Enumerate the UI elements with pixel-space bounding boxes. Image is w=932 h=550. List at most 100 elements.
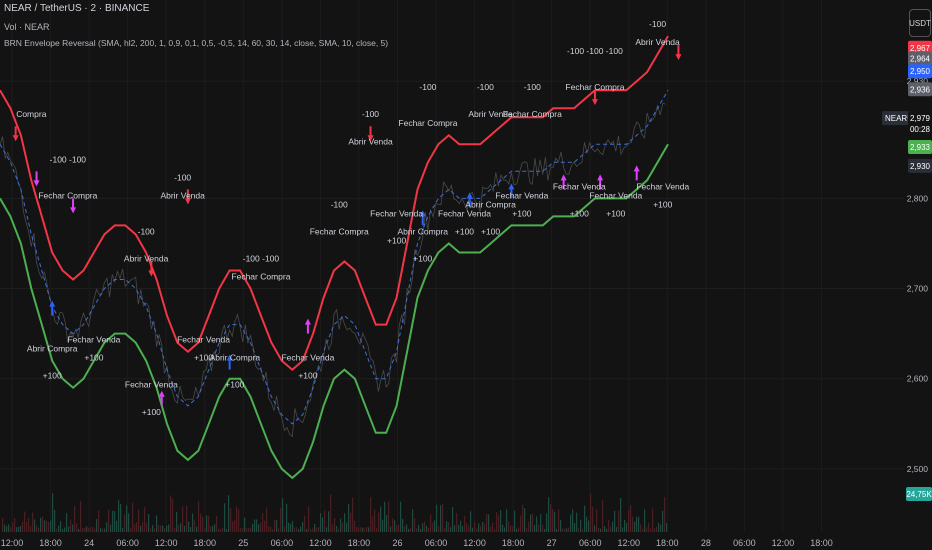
volume-bar: [476, 528, 478, 532]
volume-bar: [434, 520, 436, 532]
volume-bar: [100, 527, 102, 532]
volume-bar: [436, 504, 438, 532]
volume-bar: [456, 512, 458, 532]
x-tick-label: 18:00: [502, 538, 525, 548]
volume-bar: [454, 525, 456, 532]
volume-bar: [644, 509, 646, 532]
volume-bar: [118, 500, 120, 532]
trade-annotation: Fechar Venda: [495, 190, 548, 200]
volume-bar: [256, 519, 258, 532]
volume-bar: [68, 526, 70, 532]
volume-bar: [178, 525, 180, 532]
x-tick-label: 06:00: [425, 538, 448, 548]
volume-bar: [412, 509, 414, 532]
volume-bar: [156, 515, 158, 532]
volume-bar: [574, 523, 576, 532]
signal-arrow: [304, 318, 311, 334]
volume-bar: [408, 528, 410, 532]
trade-annotation: +100: [43, 371, 62, 381]
x-tick-label: 12:00: [617, 538, 640, 548]
volume-indicator-label[interactable]: Vol · NEAR: [4, 22, 50, 32]
trade-annotation: -100: [649, 19, 666, 29]
volume-bar: [656, 526, 658, 532]
volume-bar: [202, 516, 204, 532]
trade-annotation: -100: [477, 82, 494, 92]
volume-bar: [2, 517, 4, 532]
volume-bar: [140, 526, 142, 532]
volume-bar: [164, 528, 166, 532]
volume-bar: [560, 519, 562, 532]
x-tick-label: 25: [238, 538, 248, 548]
volume-bar: [488, 514, 490, 532]
volume-bar: [104, 528, 106, 532]
x-tick-label: 18:00: [193, 538, 216, 548]
volume-bar: [60, 521, 62, 532]
volume-bar: [328, 511, 330, 532]
volume-bar: [148, 514, 150, 532]
volume-bar: [400, 501, 402, 532]
volume-bar: [550, 504, 552, 532]
volume-bar: [350, 512, 352, 532]
volume-bar: [650, 528, 652, 532]
volume-bar: [50, 520, 52, 532]
x-tick-label: 12:00: [1, 538, 24, 548]
y-tick-label: 2,930: [907, 76, 929, 86]
signal-arrow: [591, 90, 598, 106]
x-tick-label: 27: [547, 538, 557, 548]
volume-bar: [196, 526, 198, 532]
volume-bar: [136, 522, 138, 532]
volume-bar: [336, 525, 338, 532]
trade-annotation: Fechar Compra: [231, 272, 290, 282]
volume-bar: [34, 519, 36, 532]
volume-bar: [660, 524, 662, 532]
volume-bar: [258, 524, 260, 532]
volume-bar: [26, 521, 28, 532]
volume-bar: [622, 527, 624, 532]
volume-bar: [220, 528, 222, 532]
price-tag-label: NEARUSDT: [885, 114, 929, 123]
price-tag-label: 2,967: [910, 44, 931, 53]
volume-bar: [204, 528, 206, 532]
volume-bar: [4, 524, 6, 532]
volume-bar: [84, 527, 86, 532]
volume-bar: [490, 526, 492, 532]
volume-bar: [556, 528, 558, 532]
volume-bar: [388, 501, 390, 532]
envelope-indicator-label[interactable]: BRN Envelope Reversal (SMA, hl2, 200, 1,…: [4, 38, 389, 48]
symbol-title[interactable]: NEAR / TetherUS · 2 · BINANCE: [4, 3, 150, 14]
volume-bar: [604, 526, 606, 532]
volume-bar: [16, 527, 18, 532]
volume-bar: [260, 522, 262, 532]
trade-annotation: -100: [419, 82, 436, 92]
volume-bar: [310, 528, 312, 532]
signal-arrow: [367, 126, 374, 142]
trade-annotation: Fechar Venda: [67, 335, 120, 345]
volume-bar: [14, 518, 16, 532]
volume-bar: [464, 515, 466, 532]
volume-bar: [224, 503, 226, 532]
volume-bar: [564, 528, 566, 532]
volume-bar: [36, 525, 38, 532]
trade-annotation: Abrir Compra: [465, 199, 516, 209]
volume-bar: [468, 525, 470, 532]
volume-bar: [588, 520, 590, 532]
trade-annotation: Compra: [16, 109, 47, 119]
volume-bar: [662, 510, 664, 532]
volume-bar: [510, 525, 512, 532]
volume-bar: [504, 527, 506, 532]
volume-bar: [356, 526, 358, 532]
volume-bar: [234, 519, 236, 532]
volume-bar: [322, 517, 324, 532]
volume-bar: [254, 519, 256, 532]
currency-button[interactable]: USDT: [909, 9, 931, 37]
volume-bar: [208, 515, 210, 532]
volume-bar: [378, 512, 380, 532]
volume-bar: [226, 528, 228, 532]
x-tick-label: 28: [701, 538, 711, 548]
volume-bar: [428, 527, 430, 532]
signal-arrow: [226, 354, 233, 370]
volume-bar: [10, 526, 12, 532]
volume-bar: [606, 528, 608, 532]
volume-bar: [530, 514, 532, 532]
